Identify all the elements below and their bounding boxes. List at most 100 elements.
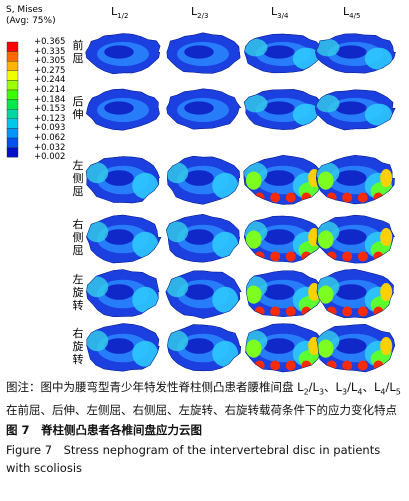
- row-label: 左侧屈: [72, 158, 84, 198]
- disc-zone: [317, 230, 334, 249]
- figure-art: [6, 32, 396, 373]
- header-main: L: [271, 5, 278, 18]
- disc-zone: [380, 228, 393, 246]
- disc-zone: [285, 306, 296, 317]
- disc-zone: [364, 47, 393, 70]
- disc-zone: [326, 306, 337, 317]
- disc-zone: [335, 170, 367, 186]
- legend-value: +0.244: [34, 75, 66, 86]
- note-text: 在前屈、后伸、左侧屈、右侧屈、左旋转、右旋转载荷条件下的应力变化特点: [6, 403, 397, 418]
- disc-zone: [342, 360, 353, 371]
- column-header: L4/5: [343, 5, 360, 20]
- disc-image: [316, 214, 395, 264]
- note-text: /L: [308, 380, 319, 394]
- disc-zone: [245, 230, 262, 249]
- disc-image: [167, 155, 240, 205]
- disc-zone: [270, 192, 281, 203]
- disc-image: [314, 89, 396, 131]
- note-subscript: 3: [341, 387, 348, 397]
- disc-zone: [132, 286, 159, 313]
- disc-image: [244, 33, 324, 74]
- row-label: 后伸: [72, 95, 84, 121]
- disc-zone: [373, 251, 384, 262]
- legend-value: +0.365: [34, 37, 66, 47]
- legend-value: +0.062: [34, 133, 66, 143]
- legend-value: +0.093: [34, 123, 66, 134]
- disc-outline: [244, 33, 324, 74]
- disc-zone: [380, 337, 393, 355]
- disc-zone: [342, 306, 353, 317]
- disc-zone: [380, 169, 393, 187]
- disc-zone: [104, 101, 134, 115]
- disc-outline: [85, 156, 160, 204]
- disc-zone: [335, 101, 367, 115]
- legend-value: +0.305: [34, 56, 66, 67]
- disc-zone: [184, 101, 214, 115]
- disc-image: [86, 269, 160, 317]
- legend-swatch: [6, 51, 19, 62]
- disc-zone: [132, 340, 159, 367]
- header-main: L: [191, 5, 198, 18]
- disc-image: [85, 33, 161, 75]
- legend-value: +0.002: [34, 152, 66, 163]
- column-header: L3/4: [271, 5, 288, 20]
- disc-zone: [285, 251, 296, 262]
- disc-zone: [316, 38, 340, 57]
- disc-zone: [263, 284, 295, 300]
- disc-zone: [270, 306, 281, 317]
- caption: 图注：图中为腰弯型青少年特发性脊柱侧凸患者腰椎间盘 L2/L3、L3/L4、L4…: [6, 378, 404, 477]
- legend-title: S, Mises: [6, 5, 43, 15]
- header-main: L: [343, 5, 350, 18]
- disc-outline: [316, 214, 395, 264]
- disc-zone: [184, 338, 214, 354]
- legend-subtitle: (Avg: 75%): [6, 16, 56, 26]
- legend-swatch: [6, 89, 19, 100]
- disc-zone: [86, 276, 109, 298]
- disc-zone: [212, 340, 239, 367]
- legend-swatch: [6, 118, 19, 129]
- disc-zone: [380, 283, 393, 301]
- header-sub: 4/5: [349, 12, 361, 21]
- disc-image: [243, 89, 324, 130]
- disc-image: [245, 270, 322, 317]
- disc-image: [86, 214, 162, 264]
- note-text: 图注：图中为腰弯型青少年特发性脊柱侧凸患者腰椎间盘 L: [6, 380, 304, 394]
- disc-zone: [212, 286, 239, 313]
- disc-image: [316, 324, 396, 373]
- note-subscript: 2: [303, 387, 309, 397]
- row-label: 右侧屈: [72, 217, 84, 257]
- disc-image: [86, 323, 160, 372]
- disc-zone: [263, 338, 295, 354]
- disc-zone: [245, 285, 262, 304]
- legend-swatch: [6, 99, 19, 110]
- disc-zone: [316, 94, 340, 113]
- disc-zone: [285, 360, 296, 371]
- disc-zone: [301, 251, 312, 262]
- disc-zone: [86, 162, 109, 184]
- note-subscript: 3: [318, 387, 325, 397]
- disc-image: [244, 215, 323, 263]
- disc-image: [86, 88, 160, 131]
- disc-zone: [263, 45, 295, 59]
- disc-zone: [184, 284, 214, 300]
- header-sub: 1/2: [117, 12, 129, 21]
- disc-zone: [245, 171, 262, 190]
- row-label: 前屈: [72, 39, 84, 65]
- note-text: 、L: [324, 380, 342, 394]
- row-label: 左旋转: [72, 272, 84, 312]
- disc-zone: [86, 221, 109, 243]
- disc-image: [85, 156, 160, 204]
- legend-value: +0.184: [34, 94, 66, 105]
- disc-zone: [335, 338, 367, 354]
- disc-zone: [184, 229, 214, 245]
- disc-zone: [270, 360, 281, 371]
- disc-image: [166, 214, 240, 263]
- disc-zone: [166, 276, 189, 298]
- header-sub: 3/4: [277, 12, 289, 21]
- disc-image: [167, 324, 242, 372]
- disc-zone: [263, 229, 295, 245]
- disc-image: [166, 32, 241, 74]
- note-subscript: 4: [357, 387, 363, 397]
- note-text: /L: [385, 380, 396, 394]
